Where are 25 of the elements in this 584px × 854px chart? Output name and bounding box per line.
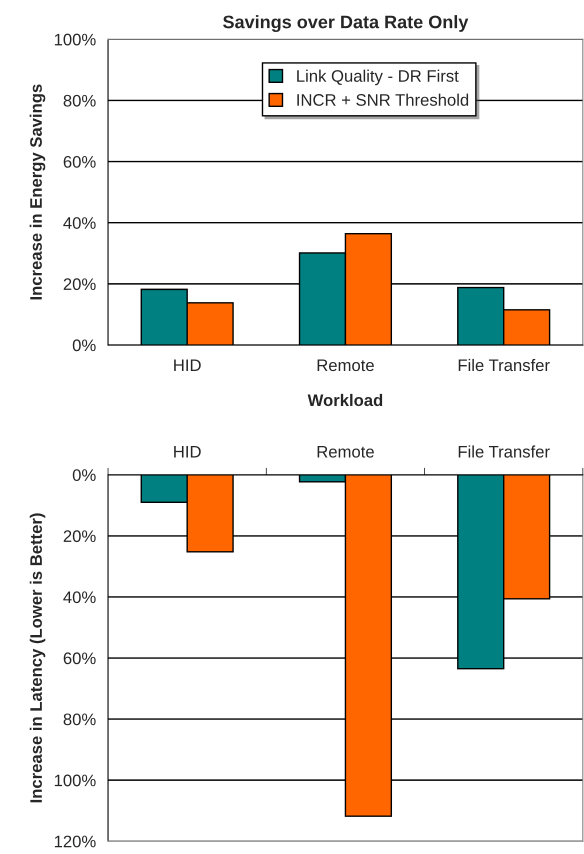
legend-label: INCR + SNR Threshold	[297, 94, 468, 106]
x-tick-label: HID	[174, 360, 201, 371]
y-axis-title: Increase in Latency (Lower is Better)	[30, 513, 46, 802]
x-tick-label: Remote	[318, 446, 374, 458]
chart-title: Savings over Data Rate Only	[223, 15, 468, 32]
y-tick-label: 40%	[63, 217, 96, 229]
y-tick-label: 100%	[54, 34, 96, 46]
y-tick-label: 20%	[64, 278, 96, 290]
x-tick-label: File Transfer	[458, 445, 550, 458]
x-tick-label: Remote	[318, 360, 374, 372]
y-tick-label: 60%	[64, 652, 96, 664]
y-tick-label: 80%	[64, 713, 96, 726]
x-axis-title: Workload	[308, 394, 382, 406]
x-tick-label: HID	[174, 446, 201, 458]
y-tick-label: 0%	[72, 339, 96, 352]
y-tick-label: 0%	[72, 469, 96, 482]
y-tick-label: 100%	[54, 774, 96, 786]
y-tick-label: 40%	[63, 591, 96, 604]
y-tick-label: 60%	[64, 156, 96, 168]
y-axis-title: Increase in Energy Savings	[30, 84, 46, 300]
y-tick-label: 80%	[64, 94, 96, 107]
y-tick-label: 120%	[54, 836, 96, 848]
x-tick-label: File Transfer	[458, 358, 550, 372]
legend-label: Link Quality - DR First	[297, 70, 459, 86]
y-tick-label: 20%	[64, 530, 96, 542]
